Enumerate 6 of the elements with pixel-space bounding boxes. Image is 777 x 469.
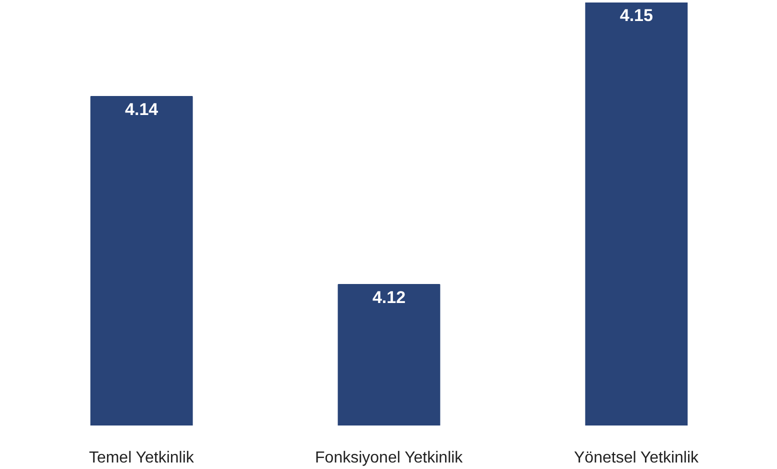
x-tick-label: Yönetsel Yetkinlik [574, 450, 700, 466]
data-label: 4.15 [620, 6, 653, 26]
x-tick-label: Fonksiyonel Yetkinlik [315, 450, 464, 466]
data-label: 4.14 [125, 100, 159, 120]
data-label: 4.12 [372, 288, 406, 308]
x-tick-label: Temel Yetkinlik [88, 450, 195, 466]
